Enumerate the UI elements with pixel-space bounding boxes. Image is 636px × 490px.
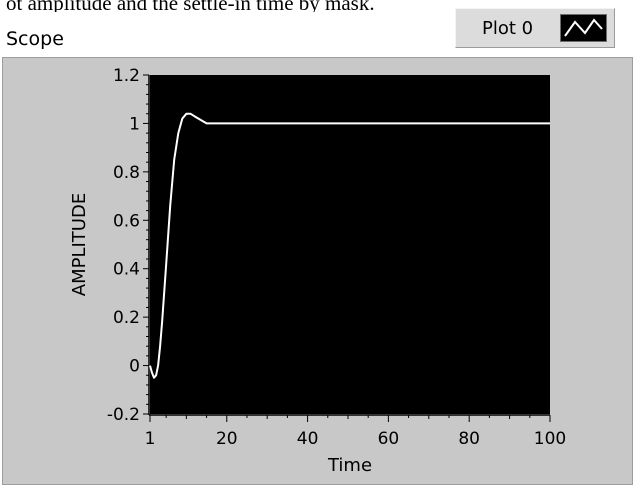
x-tick-label: 100 (534, 429, 566, 449)
y-tick-label: 1.2 (113, 66, 140, 86)
y-tick-label: 0.2 (113, 308, 140, 328)
x-tick-label: 60 (378, 429, 400, 449)
scope-chart: -0.2 0 0.2 0.4 0.6 0.8 1 1.2 1 20 40 60 80 100 Time AMP… (69, 66, 566, 476)
y-tick-label: 0.4 (113, 260, 140, 280)
series-line-plot-0 (149, 112, 550, 379)
x-tick-label: 20 (216, 429, 238, 449)
clipped-document-text: ot amplitude and the settle-in time by m… (6, 0, 375, 12)
scope-label: Scope (6, 28, 64, 50)
y-axis-title: AMPLITUDE (69, 193, 90, 296)
legend-plot-name: Plot 0 (482, 18, 534, 39)
line-plot-icon[interactable] (560, 14, 607, 42)
y-tick-label: 0 (129, 357, 140, 377)
y-tick-label: 0.6 (113, 211, 140, 231)
plot-area[interactable] (150, 75, 550, 414)
x-tick-label: 80 (458, 429, 480, 449)
y-tick-label: 0.8 (113, 163, 140, 183)
y-tick-label: -0.2 (107, 405, 140, 425)
x-tick-label: 40 (297, 429, 319, 449)
plot-legend[interactable]: Plot 0 (455, 8, 615, 48)
x-tick-label: 1 (145, 429, 156, 449)
scope-chart-panel: -0.2 0 0.2 0.4 0.6 0.8 1 1.2 1 20 40 60 80 100 Time AMP… (2, 57, 633, 485)
y-tick-label: 1 (129, 114, 140, 134)
x-axis-title: Time (327, 455, 372, 476)
